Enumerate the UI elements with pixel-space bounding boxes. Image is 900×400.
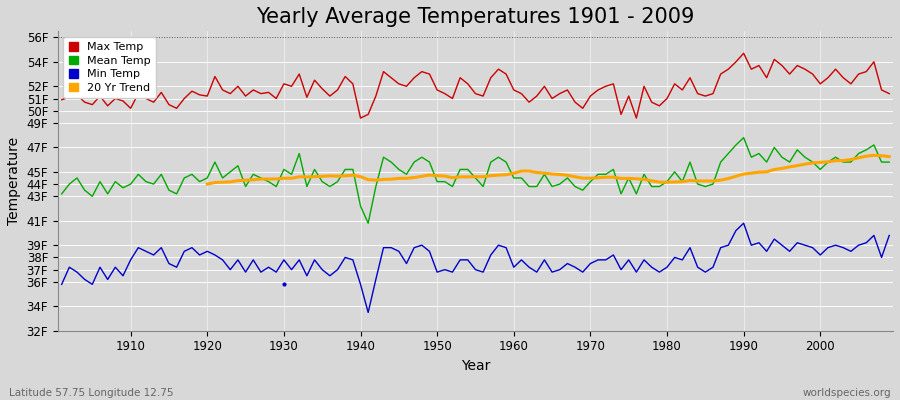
X-axis label: Year: Year [461, 359, 491, 373]
Text: worldspecies.org: worldspecies.org [803, 388, 891, 398]
Text: Latitude 57.75 Longitude 12.75: Latitude 57.75 Longitude 12.75 [9, 388, 174, 398]
Y-axis label: Temperature: Temperature [7, 137, 21, 225]
Title: Yearly Average Temperatures 1901 - 2009: Yearly Average Temperatures 1901 - 2009 [256, 7, 695, 27]
Legend: Max Temp, Mean Temp, Min Temp, 20 Yr Trend: Max Temp, Mean Temp, Min Temp, 20 Yr Tre… [63, 37, 156, 98]
